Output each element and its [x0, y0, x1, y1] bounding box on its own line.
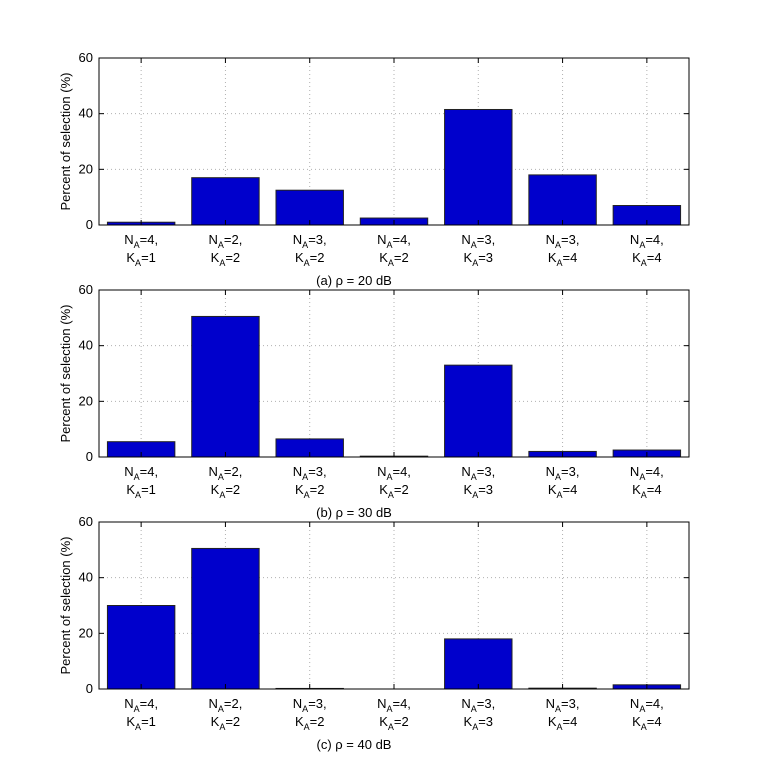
x-tick-label: KA=2	[211, 250, 241, 268]
x-tick-label: NA=3,	[546, 696, 580, 714]
x-tick-label: KA=2	[379, 482, 409, 500]
plot-area	[99, 522, 689, 689]
x-tick-label: NA=3,	[293, 696, 327, 714]
x-tick-label: KA=4	[548, 714, 578, 732]
x-tick-label: NA=4,	[630, 464, 664, 482]
x-tick-label: NA=4,	[124, 696, 158, 714]
y-axis-label: Percent of selection (%)	[58, 72, 73, 210]
bar	[191, 315, 260, 458]
bar	[191, 547, 260, 690]
y-tick-label: 60	[79, 514, 93, 529]
x-tick-label: NA=2,	[209, 232, 243, 250]
y-tick-label: 40	[79, 106, 93, 121]
x-tick-label: NA=3,	[546, 464, 580, 482]
x-tick-label: KA=2	[295, 250, 325, 268]
x-tick-label: KA=1	[126, 250, 156, 268]
y-tick-label: 20	[79, 161, 93, 176]
panel-caption: (a) ρ = 20 dB	[316, 273, 392, 288]
y-tick-label: 20	[79, 625, 93, 640]
x-tick-label: KA=4	[548, 482, 578, 500]
x-tick-label: NA=3,	[461, 232, 495, 250]
x-tick-label: NA=3,	[461, 696, 495, 714]
x-tick-label: NA=3,	[546, 232, 580, 250]
x-tick-label: NA=4,	[630, 232, 664, 250]
x-tick-label: KA=2	[211, 482, 241, 500]
x-tick-label: NA=3,	[293, 464, 327, 482]
x-tick-label: NA=4,	[377, 696, 411, 714]
y-tick-label: 60	[79, 282, 93, 297]
x-tick-label: KA=4	[632, 250, 662, 268]
x-tick-label: KA=1	[126, 714, 156, 732]
x-tick-label: KA=2	[379, 714, 409, 732]
x-tick-label: NA=3,	[293, 232, 327, 250]
x-tick-label: KA=2	[379, 250, 409, 268]
x-tick-label: KA=2	[295, 714, 325, 732]
x-tick-label: KA=3	[464, 482, 494, 500]
panel-caption: (c) ρ = 40 dB	[317, 737, 392, 752]
y-tick-label: 60	[79, 50, 93, 65]
bar	[444, 638, 513, 690]
bar	[444, 108, 513, 226]
y-tick-label: 20	[79, 393, 93, 408]
bar	[106, 605, 176, 690]
panel-caption: (b) ρ = 30 dB	[316, 505, 392, 520]
x-tick-label: KA=2	[211, 714, 241, 732]
x-tick-label: KA=4	[632, 482, 662, 500]
x-tick-label: NA=3,	[461, 464, 495, 482]
x-tick-label: KA=4	[548, 250, 578, 268]
bar	[444, 364, 513, 458]
y-tick-label: 0	[86, 449, 93, 464]
y-tick-label: 0	[86, 217, 93, 232]
x-tick-label: NA=2,	[209, 464, 243, 482]
x-tick-label: KA=3	[464, 714, 494, 732]
x-tick-label: NA=4,	[630, 696, 664, 714]
plot-area	[99, 58, 689, 225]
bar	[191, 177, 260, 226]
x-tick-label: KA=1	[126, 482, 156, 500]
x-tick-label: NA=4,	[124, 464, 158, 482]
x-tick-label: NA=4,	[377, 464, 411, 482]
x-tick-label: NA=4,	[124, 232, 158, 250]
plot-area	[99, 290, 689, 457]
y-axis-label: Percent of selection (%)	[58, 536, 73, 674]
bar	[275, 189, 344, 226]
y-axis-label: Percent of selection (%)	[58, 304, 73, 442]
x-tick-label: KA=3	[464, 250, 494, 268]
y-tick-label: 0	[86, 681, 93, 696]
x-tick-label: KA=4	[632, 714, 662, 732]
bar	[528, 174, 597, 226]
x-tick-label: NA=2,	[209, 696, 243, 714]
x-tick-label: KA=2	[295, 482, 325, 500]
y-tick-label: 40	[79, 570, 93, 585]
y-tick-label: 40	[79, 338, 93, 353]
x-tick-label: NA=4,	[377, 232, 411, 250]
